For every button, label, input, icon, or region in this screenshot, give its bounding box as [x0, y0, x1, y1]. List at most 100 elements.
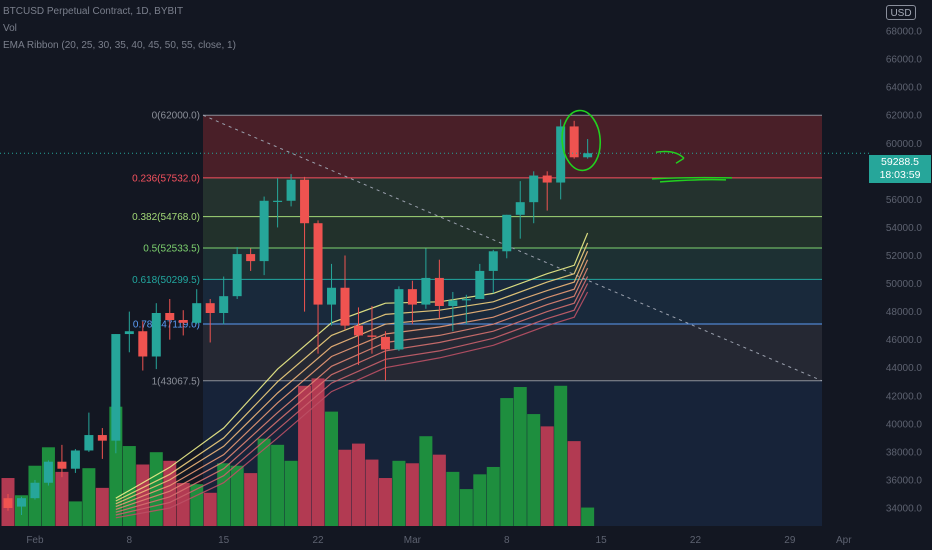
- volume-bar: [82, 468, 96, 526]
- ema-30-line: [115, 251, 589, 505]
- volume-bar: [554, 385, 568, 526]
- candle-body: [70, 450, 80, 469]
- x-axis-label: 15: [218, 535, 230, 546]
- volume-bar: [203, 492, 217, 526]
- ema-25-line: [115, 242, 589, 502]
- fib-level-label-0.236: 0.236(57532.0): [132, 173, 200, 184]
- volume-bar: [473, 474, 487, 526]
- volume-bar: [486, 466, 500, 526]
- volume-bar: [392, 460, 406, 526]
- x-axis-label: 8: [127, 535, 133, 546]
- candle-body: [165, 313, 175, 321]
- volume-bar: [567, 441, 581, 526]
- x-axis-label: 22: [312, 535, 324, 546]
- candle-body: [569, 126, 579, 158]
- fib-level-label-0: 0(62000.0): [152, 111, 200, 122]
- candle-body: [380, 336, 390, 350]
- candle-body: [340, 287, 350, 326]
- volume-legend[interactable]: Vol: [3, 23, 17, 34]
- x-axis-label: 15: [596, 535, 608, 546]
- candle-body: [556, 126, 566, 183]
- volume-bar: [298, 385, 312, 526]
- candle-body: [43, 461, 53, 483]
- volume-bar: [217, 463, 231, 526]
- volume-bar: [432, 454, 446, 526]
- y-axis-label: 50000.0: [886, 279, 923, 290]
- volume-bar: [378, 478, 392, 526]
- chart-title[interactable]: BTCUSD Perpetual Contract, 1D, BYBIT: [3, 6, 184, 17]
- volume-bar: [365, 459, 379, 526]
- fib-zone-0: [203, 115, 822, 178]
- candle-body: [246, 254, 256, 262]
- candle-body: [529, 175, 539, 203]
- volume-bar: [446, 471, 460, 526]
- y-axis-label: 36000.0: [886, 475, 923, 486]
- candle-body: [84, 435, 94, 451]
- volume-bar: [41, 447, 55, 526]
- candle-body: [16, 498, 26, 507]
- y-axis-label: 62000.0: [886, 111, 923, 122]
- candle-body: [151, 313, 161, 357]
- bar-countdown: 18:03:59: [879, 169, 921, 181]
- volume-bar: [540, 426, 554, 526]
- volume-bar: [351, 443, 365, 526]
- y-axis-label: 44000.0: [886, 363, 923, 374]
- volume-bar: [419, 436, 433, 526]
- fib-level-label-0.382: 0.382(54768.0): [132, 212, 200, 223]
- last-price-tag: 59288.5 18:03:59: [869, 155, 931, 183]
- candle-body: [138, 331, 148, 357]
- x-axis-label: Mar: [404, 535, 422, 546]
- x-axis-label: 29: [784, 535, 796, 546]
- candle-body: [205, 303, 215, 314]
- y-axis-label: 46000.0: [886, 335, 923, 346]
- x-axis-label: Feb: [26, 535, 44, 546]
- y-axis-label: 54000.0: [886, 223, 923, 234]
- candle-body: [273, 200, 283, 202]
- x-axis-label: Apr: [836, 535, 852, 546]
- volume-bar: [190, 484, 204, 526]
- volume-bar: [527, 414, 541, 526]
- volume-bar: [405, 463, 419, 526]
- candle-body: [111, 334, 121, 441]
- y-axis-label: 60000.0: [886, 139, 923, 150]
- candle-body: [515, 202, 525, 215]
- candle-body: [488, 251, 498, 271]
- ema-20-line: [115, 232, 589, 499]
- volume-bar: [338, 449, 352, 526]
- volume-bar: [55, 471, 69, 526]
- volume-bar: [136, 464, 150, 526]
- volume-bar: [513, 387, 527, 526]
- fib-level-label-0.786: 0.786(47119.0): [133, 319, 200, 330]
- annotation-arrow: [655, 150, 685, 164]
- y-axis-label: 52000.0: [886, 251, 923, 262]
- candle-body: [219, 296, 229, 314]
- currency-badge[interactable]: USD: [886, 5, 916, 20]
- y-axis-label: 68000.0: [886, 27, 923, 38]
- volume-bar: [244, 473, 258, 526]
- candle-body: [313, 223, 323, 305]
- fib-level-label-1: 1(43067.5): [152, 376, 200, 387]
- ema-ribbon-legend[interactable]: EMA Ribbon (20, 25, 30, 35, 40, 45, 50, …: [3, 40, 236, 51]
- y-axis-label: 66000.0: [886, 55, 923, 66]
- candle-body: [367, 335, 377, 337]
- y-axis-label: 48000.0: [886, 307, 923, 318]
- fib-level-label-0.618: 0.618(50299.5): [132, 275, 200, 286]
- candle-body: [407, 289, 417, 305]
- candle-body: [97, 435, 107, 441]
- candle-body: [300, 179, 310, 224]
- x-axis-label: 22: [690, 535, 702, 546]
- candle-body: [178, 320, 188, 323]
- volume-bar: [149, 452, 163, 526]
- volume-bar: [311, 378, 325, 526]
- volume-bar: [230, 465, 244, 526]
- annotation-circle: [561, 109, 602, 172]
- fib-zone-0.786: [203, 323, 822, 381]
- volume-bar: [271, 444, 285, 526]
- candle-body: [192, 303, 202, 323]
- volume-bar: [325, 411, 339, 526]
- fib-zone-0.382: [203, 216, 822, 249]
- last-price-value: 59288.5: [881, 156, 919, 168]
- candle-body: [394, 289, 404, 350]
